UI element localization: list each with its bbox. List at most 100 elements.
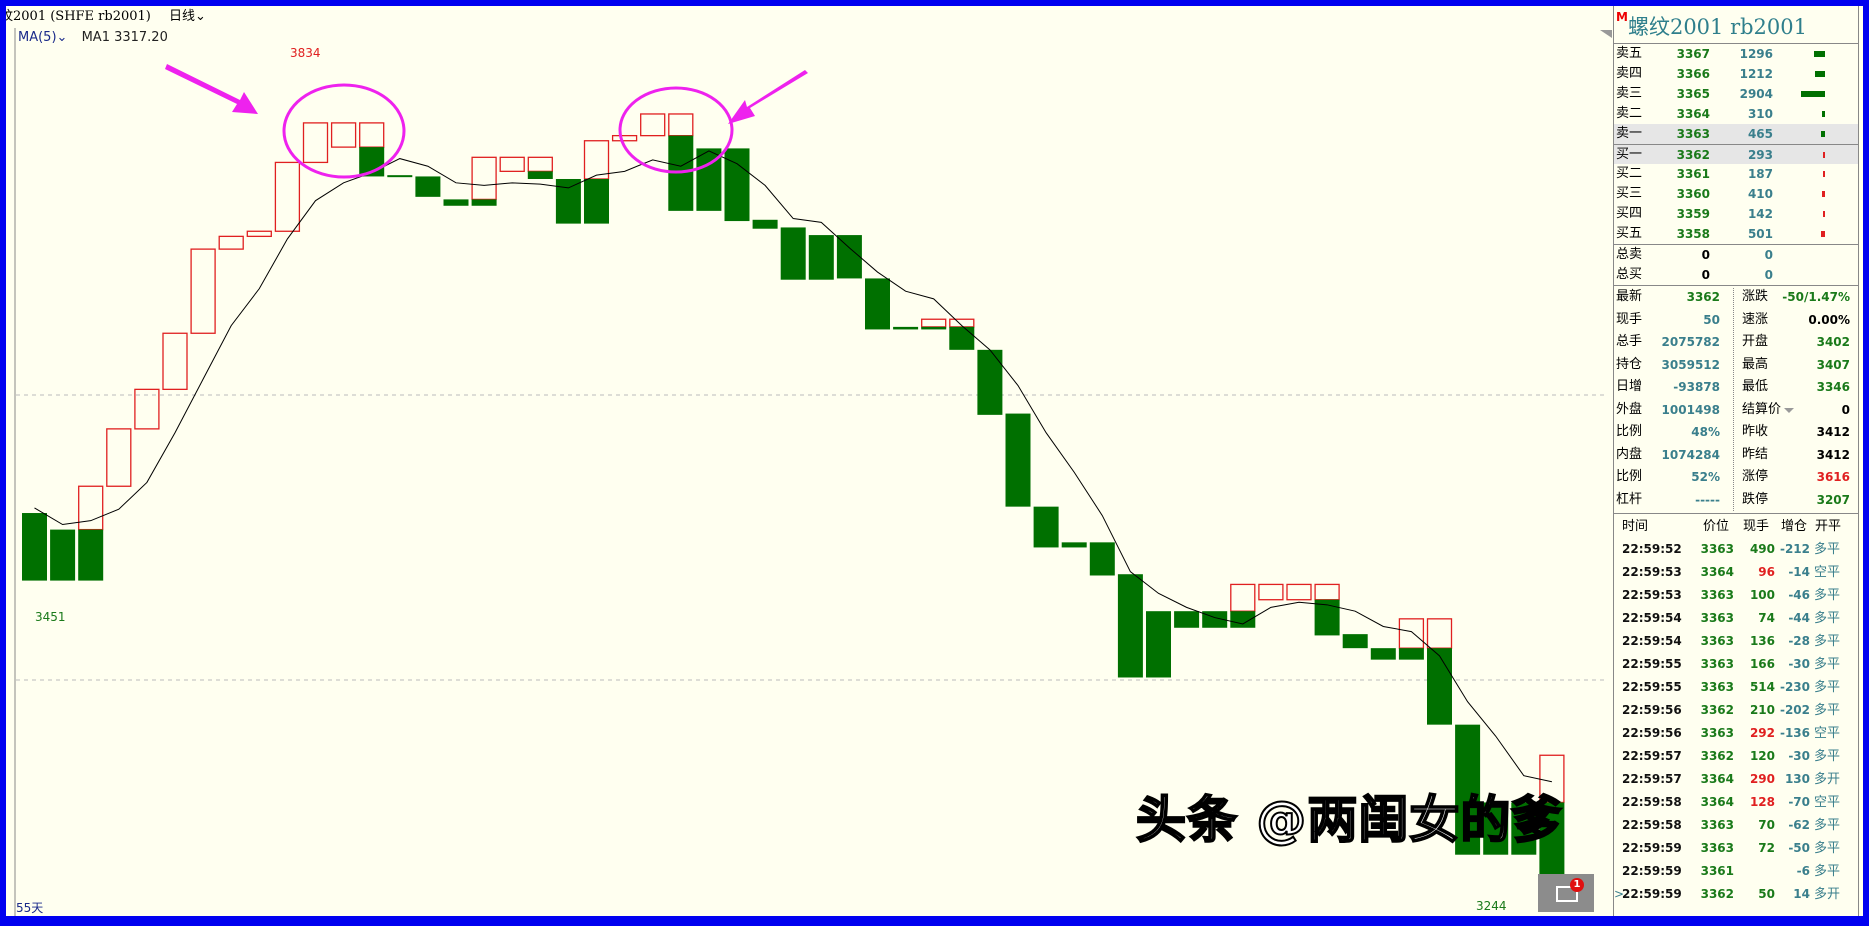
app-window: 纹2001 (SHFE rb2001) 日线⌄ MA(5)⌄ MA1 3317.… xyxy=(6,6,1863,916)
period-selector[interactable]: 日线⌄ xyxy=(169,9,206,24)
stat-label: 外盘 xyxy=(1616,401,1643,417)
candles xyxy=(22,113,1565,876)
trade-ticks[interactable]: 时间 价位 现手 增仓 开平 22:59:52 3363 490 -212 多平 22:5… xyxy=(1614,514,1858,906)
candle-down-body xyxy=(1146,611,1171,678)
candle-down-body xyxy=(1230,611,1256,628)
candle-down-body xyxy=(1398,648,1424,660)
candle-down-body xyxy=(50,529,76,581)
candle-up-body xyxy=(611,134,638,142)
candle-up-body xyxy=(668,113,694,137)
trade-time: 22:59:54 xyxy=(1622,634,1682,648)
ma-value: MA1 3317.20 xyxy=(81,30,168,45)
stat-value: 1074284 xyxy=(1661,447,1720,462)
trade-type: 多平 xyxy=(1814,588,1841,603)
candle-down-body xyxy=(527,171,553,179)
candle-down-body xyxy=(836,235,862,279)
candle-up-body xyxy=(499,156,525,172)
level-volume: 2904 xyxy=(1739,87,1773,101)
contract-name: 螺纹2001 rb2001 xyxy=(1627,15,1807,39)
low-label: 3244 xyxy=(1476,899,1507,913)
candle-up-body xyxy=(274,161,301,232)
trade-oi-change: -212 xyxy=(1779,542,1810,556)
candle-up-body xyxy=(134,388,160,430)
volume-bar xyxy=(1821,231,1825,237)
trade-type: 多平 xyxy=(1814,634,1841,649)
candle-up-body xyxy=(218,235,244,250)
trade-oi-change: -136 xyxy=(1779,726,1810,740)
trade-volume: 292 xyxy=(1749,726,1775,740)
trade-oi-change: -202 xyxy=(1779,703,1810,717)
order-totals: 总卖 0 0 总买 0 0 xyxy=(1614,245,1858,286)
trade-volume: 490 xyxy=(1749,542,1775,556)
level-label: 卖一 xyxy=(1616,126,1643,141)
kline-chart[interactable] xyxy=(0,0,1605,926)
trade-price: 3363 xyxy=(1700,818,1734,832)
indicator-selector[interactable]: MA(5)⌄ xyxy=(18,30,67,45)
trade-price: 3363 xyxy=(1700,588,1734,602)
candle-up-body xyxy=(1314,583,1340,601)
volume-bar xyxy=(1823,152,1825,158)
trade-type: 多平 xyxy=(1814,680,1841,695)
trade-price: 3363 xyxy=(1700,726,1734,740)
trade-type: 多开 xyxy=(1814,887,1841,902)
notification-button[interactable]: 1 xyxy=(1538,874,1594,912)
volume-bar xyxy=(1823,211,1825,217)
stat-label: 涨停 xyxy=(1742,469,1769,484)
orderbook-row[interactable]: 卖四 3366 1212 xyxy=(1614,64,1858,84)
candle-down-body xyxy=(1455,724,1481,855)
panel-title: M螺纹2001 rb2001 xyxy=(1614,6,1858,44)
trade-oi-change: -46 xyxy=(1788,588,1810,602)
orderbook-row[interactable]: 卖五 3367 1296 xyxy=(1614,44,1858,64)
mail-icon xyxy=(1556,886,1578,902)
stat-value: 3207 xyxy=(1816,492,1850,507)
trade-time: 22:59:57 xyxy=(1622,772,1682,786)
volume-bar xyxy=(1823,171,1825,177)
trade-price: 3364 xyxy=(1700,772,1734,786)
indicator-legend: MA(5)⌄ MA1 3317.20 xyxy=(18,30,168,45)
orderbook-row[interactable]: 买五 3358 501 xyxy=(1614,224,1858,244)
trade-type: 多平 xyxy=(1814,841,1841,856)
trade-type: 多平 xyxy=(1814,703,1841,718)
level-price: 3365 xyxy=(1676,87,1710,101)
orderbook-row[interactable]: 卖三 3365 2904 xyxy=(1614,84,1858,104)
trade-price: 3361 xyxy=(1700,864,1734,878)
orderbook-row[interactable]: 买三 3360 410 xyxy=(1614,184,1858,204)
stat-value: 3362 xyxy=(1686,290,1720,304)
level-label: 卖三 xyxy=(1616,86,1643,101)
orderbook-row[interactable]: 卖二 3364 310 xyxy=(1614,104,1858,124)
total-label: 总卖 xyxy=(1616,247,1643,262)
candle-up-body xyxy=(190,248,216,334)
level-price: 3362 xyxy=(1676,148,1710,162)
stat-label: 最新 xyxy=(1616,289,1643,304)
candle-up-body xyxy=(1230,583,1256,612)
level-label: 卖二 xyxy=(1616,106,1643,121)
stat-label: 最高 xyxy=(1742,356,1769,372)
trade-price: 3362 xyxy=(1700,703,1734,717)
candle-up-body xyxy=(246,230,272,238)
orderbook-row[interactable]: 卖一 3363 465 xyxy=(1614,124,1858,144)
orderbook-row[interactable]: 买四 3359 142 xyxy=(1614,204,1858,224)
caret-down-icon[interactable] xyxy=(1784,407,1794,413)
level-price: 3358 xyxy=(1676,227,1710,241)
candle-down-body xyxy=(78,529,104,581)
volume-bar xyxy=(1822,111,1825,117)
high-label: 3834 xyxy=(290,46,321,60)
total-value: 0 xyxy=(1701,268,1710,282)
trade-time: 22:59:57 xyxy=(1622,749,1682,763)
indicator-name: MA(5) xyxy=(18,30,57,45)
trade-row: 22:59:55 3363 514 -230 多平 xyxy=(1614,676,1858,699)
candle-down-body xyxy=(1539,802,1565,876)
candle-down-body xyxy=(1314,599,1340,636)
orderbook-row[interactable]: 买二 3361 187 xyxy=(1614,164,1858,184)
orderbook-row[interactable]: 买一 3362 293 xyxy=(1614,144,1858,164)
candle-down-body xyxy=(22,513,47,581)
stat-label: 日增 xyxy=(1616,379,1643,394)
trade-volume: 100 xyxy=(1749,588,1775,602)
candle-up-body xyxy=(1398,618,1425,649)
panel-toggle-icon[interactable] xyxy=(1600,30,1612,38)
trade-volume: 96 xyxy=(1758,565,1775,579)
trade-volume: 70 xyxy=(1758,818,1775,832)
trade-price: 3364 xyxy=(1700,565,1734,579)
trade-row: 22:59:57 3362 120 -30 多平 xyxy=(1614,745,1858,768)
annotation-circle-right xyxy=(618,86,734,174)
